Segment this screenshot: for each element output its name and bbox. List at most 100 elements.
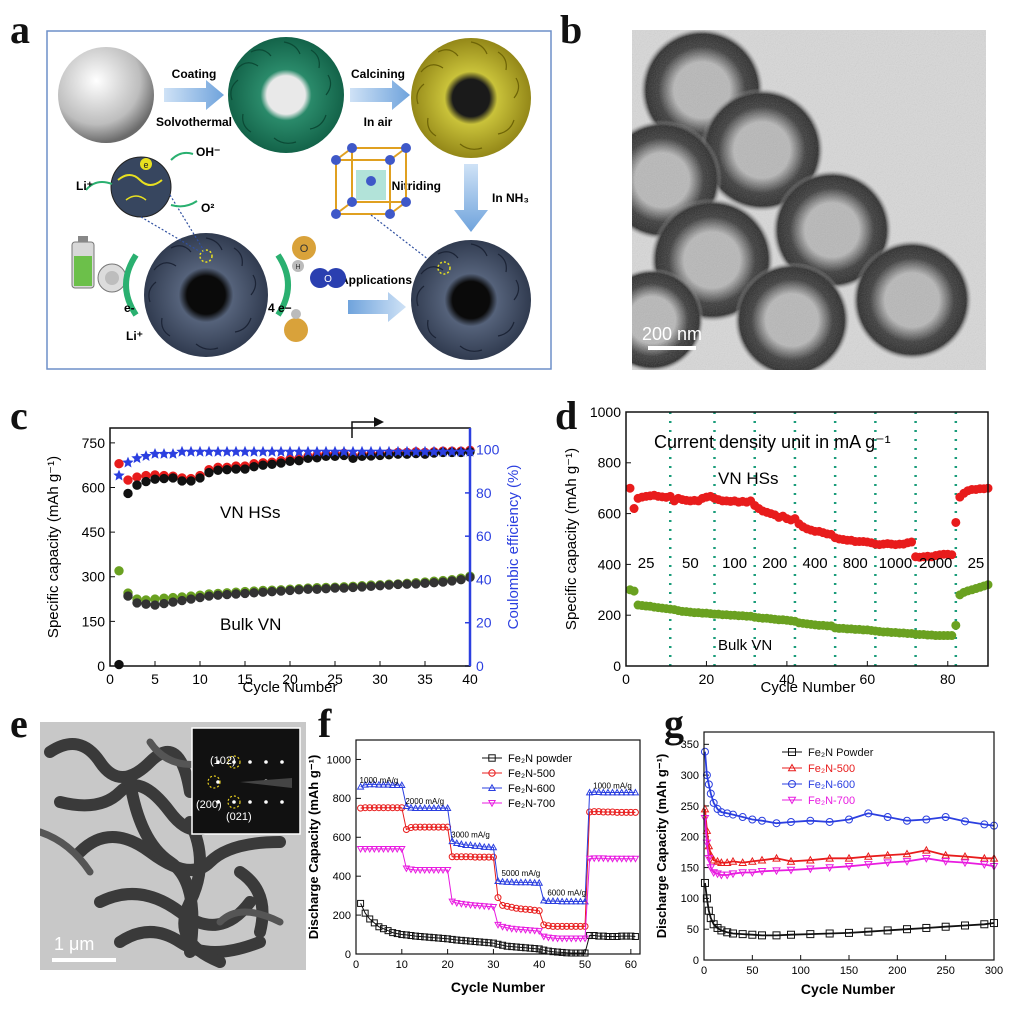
chart-f-point	[379, 846, 388, 853]
chart-f-point	[599, 855, 608, 863]
label-in-nh3: In NH₃	[492, 191, 529, 205]
arrow-calcining	[350, 80, 410, 110]
chart-c-point	[150, 600, 160, 610]
chart-f-point	[357, 899, 365, 907]
arrow-o2	[170, 200, 198, 208]
chart-f-point	[452, 900, 461, 908]
chart-c-point	[141, 476, 151, 487]
water-molecule-icon: O H	[292, 236, 316, 272]
arrow-nitriding	[454, 164, 488, 232]
chart-c-point	[167, 448, 179, 459]
chart-c-point	[248, 445, 260, 457]
chart-f-point	[563, 922, 571, 930]
chart-c-point	[186, 476, 196, 486]
chart-g-point	[961, 921, 969, 930]
y-tick-label: 800	[333, 793, 351, 805]
calcined-sphere-yellow	[411, 38, 531, 158]
chart-f-point	[618, 932, 626, 940]
chart-g-frame	[703, 731, 995, 961]
x-tick-label: 25	[327, 671, 343, 687]
saed-label-102: (102)	[210, 755, 236, 767]
chart-c-point	[113, 469, 125, 481]
chart-f-point	[503, 942, 511, 950]
chart-f-point	[521, 944, 529, 952]
chart-f-point	[370, 780, 379, 788]
chart-c-point	[365, 445, 377, 457]
scale-bar-label-e: 1 μm	[54, 934, 94, 954]
chart-c-point	[204, 467, 214, 478]
chart-c-point	[302, 445, 314, 457]
chart-d-ylabel: Specific capacity (mAh g⁻¹)	[563, 448, 580, 630]
chart-f-point	[626, 788, 635, 796]
panel-letter-b: b	[560, 7, 583, 52]
chart-f-point	[448, 837, 457, 845]
chart-d-label-bulk-vn: Bulk VN	[718, 637, 772, 654]
chart-g-point	[704, 780, 713, 789]
chart-f-point	[471, 853, 479, 861]
chart-c-point	[428, 445, 440, 457]
chart-c-point	[366, 581, 376, 591]
chart-g-point	[903, 816, 911, 825]
chart-c-point	[293, 445, 305, 457]
chart-f-point	[535, 945, 543, 953]
chart-f-point	[412, 823, 420, 831]
chart-g-point	[980, 920, 989, 929]
x-tick-label: 15	[237, 671, 253, 687]
label-in-air: In air	[364, 115, 393, 129]
chart-c-point	[194, 445, 206, 457]
chart-f-point	[586, 932, 594, 940]
chart-f-point	[384, 804, 392, 812]
chart-g-point	[825, 853, 835, 862]
chart-f-point	[356, 846, 365, 853]
chart-f-point	[503, 902, 511, 910]
chart-g-point	[903, 925, 911, 934]
chart-f-legend-marker	[488, 754, 496, 762]
y-tick-label: 800	[598, 455, 622, 471]
chart-g-point	[748, 815, 757, 824]
chart-f-point	[467, 937, 475, 945]
chart-f-point	[462, 841, 470, 848]
x-tick-label: 40	[462, 671, 478, 687]
chart-f-point	[361, 780, 370, 788]
chart-c-point	[231, 589, 241, 599]
arrow-applications	[348, 292, 406, 322]
chart-d-rate-label: 25	[638, 555, 655, 572]
chart-f-point	[425, 804, 434, 811]
chart-c-point	[276, 586, 286, 596]
arrow-orr-cycle	[275, 253, 291, 317]
chart-f-point	[489, 843, 498, 851]
y-tick-label: 0	[693, 955, 699, 967]
chart-f-frame	[355, 739, 641, 955]
chart-g-point	[717, 926, 726, 935]
chart-f-point	[439, 867, 447, 874]
chart-g-point	[758, 816, 766, 825]
chart-f-point	[448, 898, 457, 906]
chart-c-point	[410, 445, 422, 457]
chart-f-point	[622, 788, 631, 796]
chart-f-point	[585, 855, 594, 863]
chart-f-point	[558, 948, 566, 956]
chart-f-point	[430, 934, 438, 942]
chart-f-legend-label: Fe₂N-500	[508, 768, 555, 780]
y-tick-label: 600	[333, 832, 351, 844]
chart-c-point	[329, 445, 341, 457]
x-tick-label: 300	[985, 965, 1003, 977]
chart-g-series-line	[704, 751, 995, 827]
chart-f-point	[466, 902, 475, 910]
chart-g-point	[722, 858, 732, 866]
chart-c-point	[230, 445, 242, 457]
chart-g-point	[960, 859, 970, 868]
chart-g-point	[717, 858, 726, 866]
chart-c-point	[348, 582, 358, 593]
panel-letter-f: f	[318, 701, 332, 746]
label-coating: Coating	[172, 67, 217, 81]
chart-g-marks: 0 50 100 150 200 250 300 0 50 100 150 200 250 300 350	[681, 739, 1004, 977]
y-tick-label: 150	[82, 613, 106, 629]
chart-f-point	[526, 944, 534, 952]
chart-g-legend-marker	[788, 748, 796, 756]
chart-f-point	[402, 865, 411, 873]
chart-f-point	[531, 906, 539, 914]
chart-g-legend-label: Fe₂N Powder	[808, 747, 874, 759]
chart-f-point	[590, 855, 599, 863]
chart-g-legend-label: Fe₂N-500	[808, 763, 855, 775]
